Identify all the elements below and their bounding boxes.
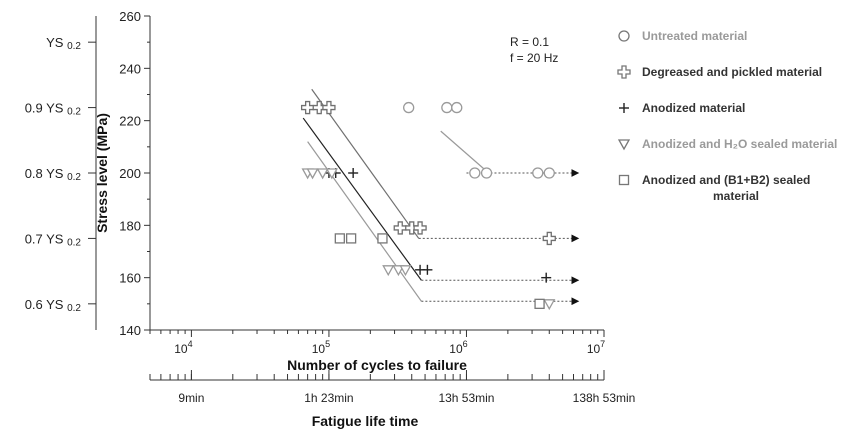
- cross-shape: [393, 221, 407, 235]
- data-point-circle: [618, 30, 630, 42]
- legend-item: Anodized material: [619, 101, 745, 115]
- x-axis-title: Number of cycles to failure: [287, 357, 467, 373]
- legend-item: Anodized and (B1+B2) sealed material: [618, 173, 810, 203]
- data-point-square: [534, 298, 545, 309]
- x-tick-label: 104: [174, 339, 192, 356]
- y-tick-label: 260: [119, 9, 141, 24]
- test-condition-annotation: R = 0.1: [510, 35, 549, 49]
- series-points-4: [334, 233, 545, 309]
- data-point-circle: [480, 167, 493, 179]
- y-tick-label: 140: [119, 323, 141, 338]
- ys-tick-subscript: 0.2: [67, 107, 81, 118]
- data-point-triangle: [399, 265, 412, 277]
- data-point-plus: [541, 272, 552, 283]
- data-point-square: [377, 233, 388, 244]
- ys-tick-label: 0.6 YS 0.2: [25, 297, 82, 314]
- y-tick-label: 180: [119, 218, 141, 233]
- time-axis-title: Fatigue life time: [312, 413, 419, 429]
- legend-item: Untreated material: [618, 29, 747, 43]
- data-point-square: [334, 233, 345, 244]
- data-point-cross-circle: [300, 100, 315, 115]
- data-point-plus: [619, 103, 629, 113]
- x-tick-exponent: 6: [463, 339, 468, 349]
- data-point-cross-circle: [393, 221, 407, 235]
- series-lines-0: [440, 130, 580, 177]
- cross-shape: [617, 65, 631, 79]
- ys-tick-label: 0.9 YS 0.2: [25, 101, 82, 118]
- cross-shape: [413, 221, 427, 235]
- fit-line: [302, 117, 422, 281]
- data-point-triangle: [325, 168, 338, 180]
- data-point-triangle: [306, 168, 319, 180]
- data-point-circle: [441, 101, 453, 114]
- ys-tick-subscript: 0.2: [67, 41, 81, 52]
- data-point-circle: [451, 101, 463, 114]
- y-tick-label: 220: [119, 114, 141, 129]
- data-point-cross-circle: [312, 100, 326, 115]
- series-points-0: [403, 101, 555, 179]
- data-point-square: [618, 174, 630, 186]
- legend-label-line2: material: [713, 189, 759, 203]
- data-point-cross-circle: [322, 100, 336, 115]
- series-points-3: [301, 168, 556, 311]
- x-tick-label: 105: [312, 339, 330, 356]
- data-point-circle: [403, 101, 415, 114]
- legend-label: Anodized and H₂O sealed material: [642, 137, 837, 151]
- time-tick-label: 1h 23min: [304, 391, 353, 405]
- ys-tick-subscript: 0.2: [67, 237, 81, 248]
- legend: Untreated material Degreased and pickled …: [617, 29, 837, 203]
- data-point-cross-circle: [413, 221, 427, 235]
- legend-item: Degreased and pickled material: [617, 65, 822, 79]
- ys-tick-label: 0.8 YS 0.2: [25, 166, 82, 183]
- time-tick-label: 13h 53min: [438, 391, 494, 405]
- x-tick-exponent: 4: [188, 339, 193, 349]
- series-lines-3: [307, 141, 580, 306]
- time-tick-label: 138h 53min: [573, 391, 636, 405]
- data-point-cross-circle: [617, 65, 631, 79]
- data-point-circle: [469, 167, 481, 179]
- time-tick-label: 9min: [178, 391, 204, 405]
- data-point-circle: [543, 167, 555, 179]
- y-tick-label: 160: [119, 271, 141, 286]
- fit-line: [307, 141, 422, 302]
- x-tick-label: 106: [449, 339, 467, 356]
- legend-item: Anodized and H₂O sealed material: [617, 137, 837, 151]
- data-point-circle: [532, 167, 544, 179]
- x-tick-exponent: 5: [325, 339, 330, 349]
- ys-tick-subscript: 0.2: [67, 303, 81, 314]
- data-point-plus: [422, 264, 433, 275]
- test-condition-annotation: f = 20 Hz: [510, 51, 558, 65]
- cross-shape: [300, 100, 315, 115]
- ys-tick-label: 0.7 YS 0.2: [25, 231, 82, 248]
- cross-shape: [312, 100, 326, 115]
- data-point-triangle: [617, 139, 631, 151]
- data-point-triangle: [316, 168, 329, 180]
- data-point-plus: [348, 168, 359, 178]
- series-lines-2: [302, 117, 580, 285]
- x-tick-label: 107: [587, 339, 605, 356]
- y-tick-label: 200: [119, 166, 141, 181]
- data-point-cross-circle: [542, 231, 556, 246]
- ys-tick-label: YS 0.2: [46, 35, 81, 52]
- y-axis-title: Stress level (MPa): [94, 113, 110, 233]
- x-tick-exponent: 7: [600, 339, 605, 349]
- cross-shape: [542, 231, 556, 246]
- legend-label: Anodized material: [642, 101, 745, 115]
- data-point-triangle: [543, 299, 556, 311]
- series-points-1: [300, 100, 556, 246]
- ys-tick-subscript: 0.2: [67, 172, 81, 183]
- cross-shape: [322, 100, 336, 115]
- data-point-triangle: [392, 265, 405, 277]
- legend-label: Untreated material: [642, 29, 747, 43]
- legend-label: Anodized and (B1+B2) sealed: [642, 173, 810, 187]
- series-points-2: [323, 168, 552, 283]
- data-point-triangle: [382, 265, 395, 277]
- data-point-square: [345, 233, 357, 244]
- legend-label: Degreased and pickled material: [642, 65, 822, 79]
- fit-line: [440, 130, 490, 174]
- y-tick-label: 240: [119, 61, 141, 76]
